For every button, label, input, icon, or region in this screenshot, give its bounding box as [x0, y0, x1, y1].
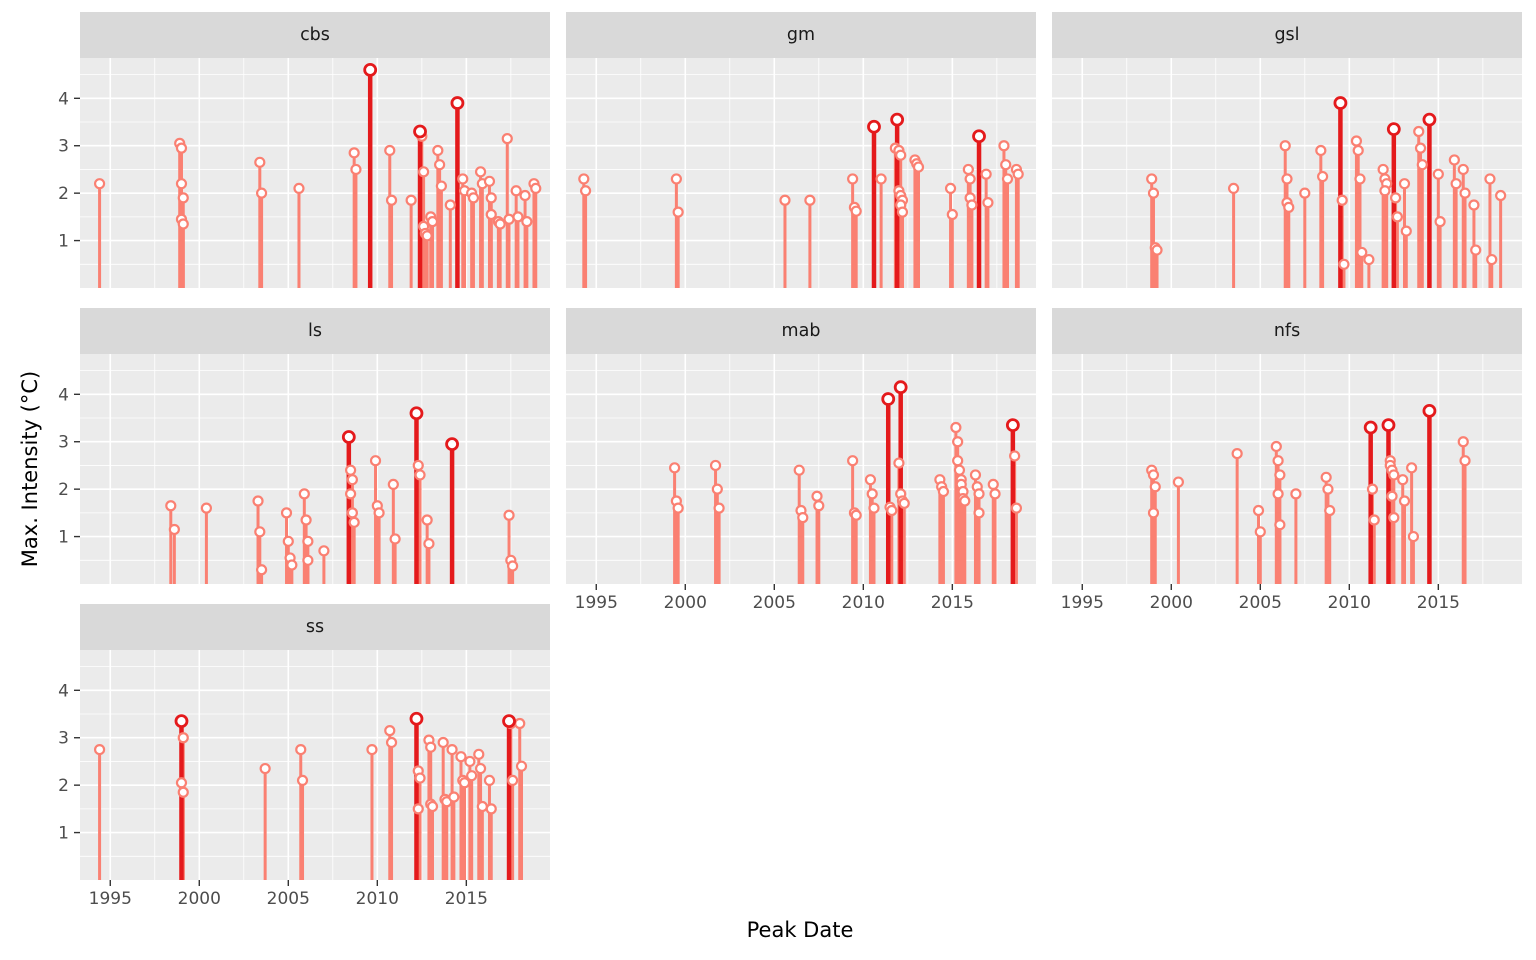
x-axis-title: Peak Date [746, 918, 854, 942]
facet-strip-gm: gm [566, 12, 1036, 58]
facet-plot-mab: 1995 2000 2005 2010 2015 [566, 354, 1036, 613]
y-tick-label: 2 [58, 480, 69, 500]
facet-label: ss [305, 617, 325, 637]
y-tick-label: 3 [58, 433, 69, 453]
facet-strip-ss: ss [80, 604, 550, 650]
facet-label: cbs [300, 25, 330, 45]
facet-strip-gsl: gsl [1052, 12, 1522, 58]
x-tick-label: 2005 [753, 593, 796, 613]
x-tick-label: 2000 [178, 889, 221, 909]
x-tick-label: 2000 [1150, 593, 1193, 613]
facet-strip-mab: mab [566, 308, 1036, 354]
y-tick-label: 1 [58, 232, 69, 252]
x-tick-label: 1995 [575, 593, 618, 613]
y-tick-label: 4 [58, 89, 69, 109]
facet-strip-nfs: nfs [1052, 308, 1522, 354]
x-tick-label: 2015 [445, 889, 488, 909]
facet-plot-gm [566, 58, 1036, 288]
facet-label: nfs [1273, 321, 1301, 341]
y-tick-label: 1 [58, 528, 69, 548]
x-tick-label: 1995 [89, 889, 132, 909]
facet-plot-ss: 1 2 3 4 1995 2000 2005 2010 2015 [58, 650, 550, 909]
y-tick-label: 2 [58, 776, 69, 796]
facet-strip-cbs: cbs [80, 12, 550, 58]
x-tick-label: 2015 [931, 593, 974, 613]
y-tick-label: 2 [58, 184, 69, 204]
facet-label: gm [786, 25, 816, 45]
x-tick-label: 2010 [842, 593, 885, 613]
x-tick-label: 1995 [1061, 593, 1104, 613]
y-tick-label: 4 [58, 385, 69, 405]
x-tick-label: 2015 [1417, 593, 1460, 613]
facet-plot-ls: 1 2 3 4 [58, 354, 550, 584]
y-tick-label: 3 [58, 137, 69, 157]
facet-label: ls [308, 321, 322, 341]
y-tick-label: 3 [58, 729, 69, 749]
x-tick-label: 2010 [356, 889, 399, 909]
facet-label: gsl [1274, 25, 1300, 45]
x-tick-label: 2005 [1239, 593, 1282, 613]
y-tick-label: 1 [58, 824, 69, 844]
facet-plot-nfs: 1995 2000 2005 2010 2015 [1052, 354, 1522, 613]
y-tick-label: 4 [58, 681, 69, 701]
facet-label: mab [781, 321, 821, 341]
facet-plot-cbs: 1 2 3 4 [58, 58, 550, 288]
x-tick-label: 2005 [267, 889, 310, 909]
x-tick-label: 2000 [664, 593, 707, 613]
facet-plot-gsl [1052, 58, 1522, 288]
x-tick-label: 2010 [1328, 593, 1371, 613]
facet-strip-ls: ls [80, 308, 550, 354]
